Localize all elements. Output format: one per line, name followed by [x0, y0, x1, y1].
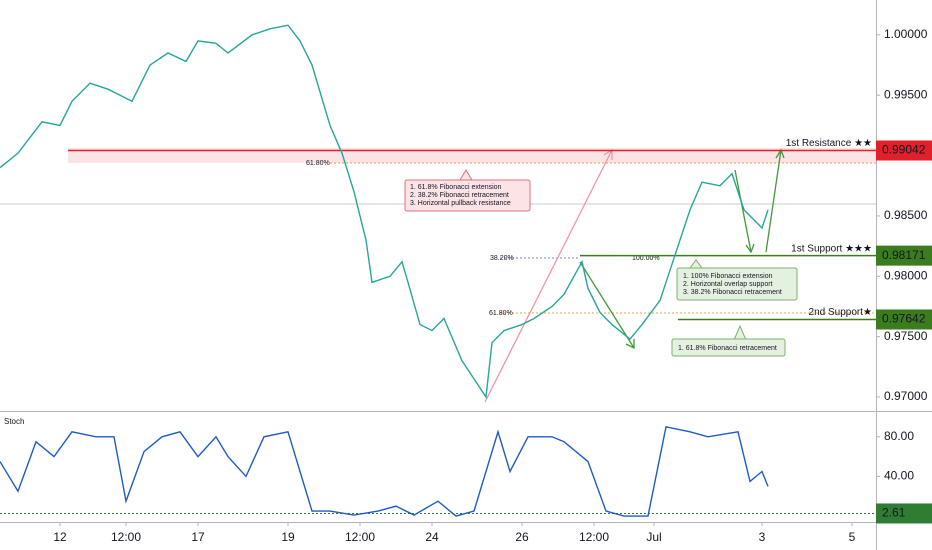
y-tick-label: 0.98000 — [884, 268, 928, 282]
annotation-text: 3. 38.2% Fibonacci retracement — [683, 289, 782, 296]
level-name: 1st Resistance ★★ — [786, 138, 872, 149]
y-tick-label: 40.00 — [884, 469, 914, 483]
resistance-zone — [68, 148, 876, 163]
annotation-text: 1. 61.8% Fibonacci extension — [410, 184, 502, 191]
level-badge — [876, 245, 932, 266]
level-value: 2.61 — [882, 506, 906, 520]
level-value: 0.97642 — [882, 312, 926, 326]
level-name: 1st Support ★★★ — [791, 243, 872, 254]
y-tick-label: 1.00000 — [884, 27, 928, 41]
level-badge — [876, 309, 932, 330]
x-tick-label: Jul — [646, 530, 661, 544]
x-tick-label: 19 — [281, 530, 295, 544]
support-arrows — [579, 148, 785, 350]
y-tick-label: 0.99500 — [884, 87, 928, 101]
x-tick-label: 5 — [849, 530, 856, 544]
y-tick-label: 0.97000 — [884, 389, 928, 403]
annotation-text: 2. 38.2% Fibonacci retracement — [410, 192, 509, 199]
annotation-text: 2. Horizontal overlap support — [683, 281, 773, 288]
x-tick-label: 17 — [191, 530, 205, 544]
fib-label: 61.80% — [489, 310, 513, 317]
x-tick-label: 3 — [759, 530, 766, 544]
fib-label: 38.20% — [490, 255, 514, 262]
fib-label: 100.00% — [632, 255, 660, 262]
series-line — [0, 426, 769, 517]
series-line — [0, 24, 769, 399]
y-tick-label: 0.98500 — [884, 208, 928, 222]
x-tick-label: 24 — [425, 530, 439, 544]
level-value: 0.99042 — [882, 143, 926, 157]
y-tick-label: 80.00 — [884, 429, 914, 443]
fib-label: 61.80% — [306, 160, 330, 167]
indicator-name: Stoch — [4, 417, 24, 426]
annotation-box: 1. 100% Fibonacci extension 2. Horizonta… — [676, 259, 798, 301]
annotation-text: 1. 61.8% Fibonacci retracement — [678, 345, 777, 352]
annotation-text: 3. Horizontal pullback resistance — [410, 200, 511, 207]
annotation-text: 1. 100% Fibonacci extension — [683, 273, 773, 280]
x-tick-label: 12:00 — [579, 530, 609, 544]
level-name: 2nd Support★ — [809, 307, 872, 318]
level-value: 0.98171 — [882, 248, 926, 262]
x-tick-label: 12:00 — [345, 530, 375, 544]
y-tick-label: 0.97500 — [884, 329, 928, 343]
annotation-box: 1. 61.8% Fibonacci retracement — [671, 324, 786, 357]
level-badge — [876, 503, 932, 524]
annotation-box: 1. 61.8% Fibonacci extension 2. 38.2% Fi… — [404, 169, 531, 212]
level-badge — [876, 140, 932, 161]
x-tick-label: 12 — [53, 530, 67, 544]
x-tick-label: 12:00 — [111, 530, 141, 544]
x-tick-label: 26 — [515, 530, 529, 544]
